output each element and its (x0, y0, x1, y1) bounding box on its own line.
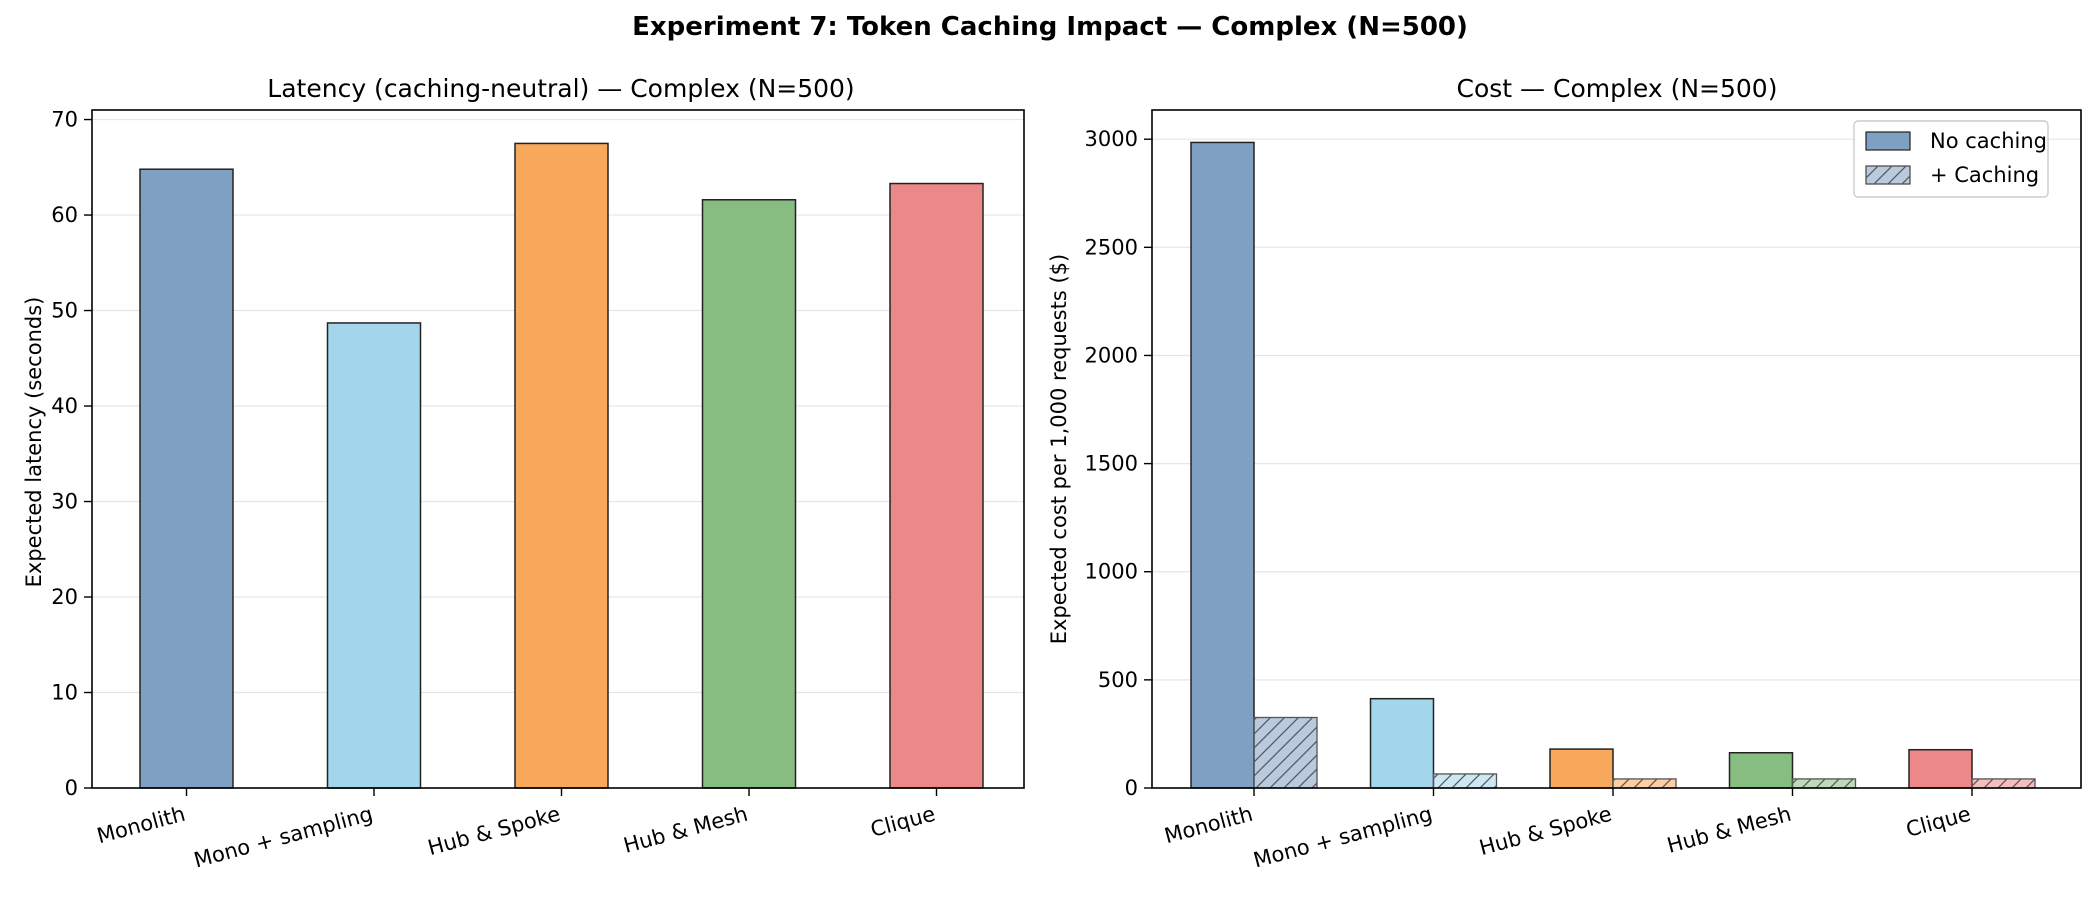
cost-x-tick-label: Monolith (1162, 802, 1255, 849)
latency-bar (701, 199, 797, 789)
cost-x-tick-label: Clique (1903, 802, 1973, 842)
legend-label-no-caching: No caching (1930, 129, 2047, 153)
cost-bar-caching-hatch (1792, 778, 1856, 788)
cost-chart-title: Cost — Complex (N=500) (1457, 74, 1778, 103)
cost-y-tick-label: 2000 (1085, 343, 1138, 367)
cost-x-tick-label: Hub & Mesh (1664, 802, 1793, 858)
latency-x-tick-label: Hub & Spoke (425, 802, 563, 860)
cost-x-tick-label: Mono + sampling (1251, 802, 1435, 873)
cost-bar-caching-hatch (1433, 773, 1497, 788)
cost-bars (1190, 141, 2036, 789)
legend-label-caching: + Caching (1930, 163, 2039, 187)
figure-suptitle: Experiment 7: Token Caching Impact — Com… (632, 12, 1468, 42)
latency-bar (139, 168, 234, 789)
latency-plot-frame (91, 109, 1025, 789)
latency-bar (514, 142, 609, 789)
cost-bar-no-caching (1190, 141, 1255, 789)
latency-y-tick-label: 40 (51, 394, 78, 418)
cost-bar-caching-hatch (1254, 717, 1317, 788)
cost-bar-no-caching (1728, 751, 1794, 789)
latency-y-tick-label: 50 (51, 299, 78, 323)
cost-y-tick-label: 1500 (1085, 452, 1138, 476)
cost-y-tick-label: 3000 (1085, 127, 1138, 151)
cost-bar-no-caching (1369, 697, 1435, 789)
latency-x-tick-label: Clique (868, 802, 938, 842)
latency-y-tick-label: 0 (65, 776, 78, 800)
cost-chart-panel: Cost — Complex (N=500) Expected cost per… (1047, 74, 2082, 872)
legend-swatch-no-caching (1865, 131, 1911, 151)
cost-gridlines (1152, 138, 2081, 789)
latency-y-tick-label: 60 (51, 203, 78, 227)
latency-x-tick-label: Hub & Mesh (621, 802, 750, 858)
latency-bar (326, 322, 422, 789)
latency-y-ticks: 0 10 20 30 40 50 60 70 (51, 108, 92, 800)
cost-x-tick-label: Hub & Spoke (1477, 802, 1615, 860)
cost-bar-no-caching (1549, 748, 1614, 789)
cost-plot-frame (1151, 109, 2082, 789)
cost-y-axis-label: Expected cost per 1,000 requests ($) (1047, 254, 1071, 644)
cost-y-ticks: 0 500 1000 1500 2000 2500 3000 (1085, 127, 1152, 800)
latency-y-tick-label: 30 (51, 490, 78, 514)
latency-chart-panel: Latency (caching-neutral) — Complex (N=5… (22, 74, 1025, 873)
cost-y-tick-label: 2500 (1085, 235, 1138, 259)
latency-y-axis-label: Expected latency (seconds) (22, 297, 46, 588)
cost-bar-caching-hatch (1613, 778, 1676, 788)
cost-y-tick-label: 1000 (1085, 560, 1138, 584)
cost-y-tick-label: 500 (1098, 668, 1138, 692)
latency-x-tick-label: Mono + sampling (191, 802, 375, 873)
cost-bar-no-caching (1908, 748, 1973, 789)
latency-bars (139, 142, 984, 789)
cost-legend: No caching + Caching (1853, 120, 2049, 198)
latency-x-ticks: Monolith Mono + sampling Hub & Spoke Hub & … (94, 788, 938, 873)
latency-y-tick-label: 10 (51, 681, 78, 705)
legend-swatch-caching-hatch (1866, 166, 1910, 184)
latency-y-tick-label: 70 (51, 108, 78, 132)
cost-bar-caching-hatch (1972, 778, 2035, 788)
latency-bar (889, 182, 984, 789)
latency-x-tick-label: Monolith (94, 802, 187, 849)
cost-y-tick-label: 0 (1125, 776, 1138, 800)
latency-chart-title: Latency (caching-neutral) — Complex (N=5… (267, 74, 854, 103)
latency-y-tick-label: 20 (51, 585, 78, 609)
